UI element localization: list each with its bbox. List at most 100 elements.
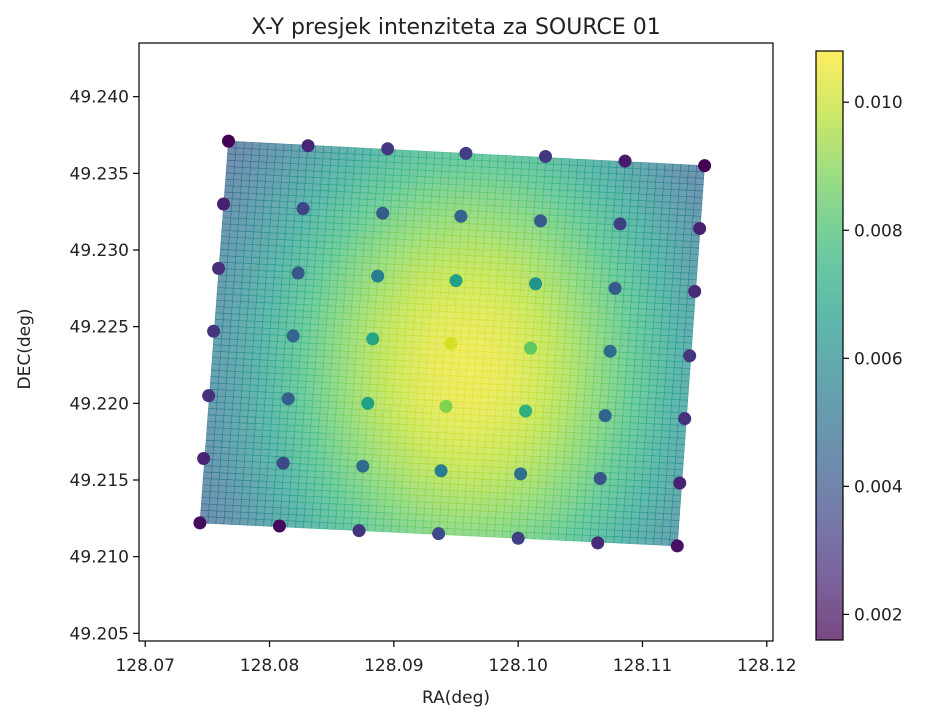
surface-cell — [398, 411, 409, 419]
surface-cell — [451, 458, 461, 466]
surface-cell — [419, 239, 429, 248]
surface-cell — [608, 275, 618, 283]
surface-cell — [629, 422, 639, 430]
surface-cell — [685, 202, 695, 210]
surface-cell — [376, 174, 386, 182]
surface-cell — [552, 488, 562, 497]
surface-cell — [337, 490, 347, 499]
surface-cell — [541, 424, 551, 432]
surface-cell — [388, 225, 398, 234]
surface-cell — [333, 324, 343, 333]
surface-cell — [410, 360, 420, 369]
surface-cell — [417, 156, 427, 165]
surface-cell — [645, 308, 655, 317]
surface-cell — [514, 359, 524, 367]
surface-cell — [418, 475, 428, 484]
surface-cell — [414, 309, 424, 318]
surface-cell — [403, 455, 413, 464]
surface-cell — [274, 366, 284, 375]
surface-cell — [391, 512, 401, 521]
surface-cell — [659, 449, 669, 457]
surface-cell — [616, 275, 626, 283]
surface-cell — [561, 259, 571, 268]
surface-cell — [497, 154, 507, 163]
surface-cell — [416, 284, 426, 292]
surface-cell — [593, 484, 603, 492]
surface-cell — [497, 486, 507, 494]
surface-cell — [409, 488, 419, 496]
surface-cell — [291, 144, 301, 152]
surface-cell — [227, 147, 237, 155]
surface-cell — [415, 182, 425, 190]
surface-cell — [515, 448, 525, 457]
surface-cell — [353, 485, 363, 493]
surface-cell — [342, 414, 352, 423]
surface-cell — [518, 200, 528, 208]
surface-cell — [434, 368, 444, 376]
surface-cell — [614, 192, 624, 200]
surface-cell — [601, 484, 611, 493]
surface-cell — [373, 428, 383, 437]
surface-cell — [693, 202, 703, 211]
surface-cell — [425, 157, 435, 165]
surface-cell — [564, 432, 575, 440]
surface-cell — [345, 485, 355, 493]
surface-cell — [597, 319, 607, 327]
surface-cell — [591, 395, 601, 403]
surface-cell — [548, 322, 559, 331]
surface-cell — [672, 380, 682, 388]
surface-cell — [643, 340, 653, 348]
surface-cell — [385, 155, 396, 163]
surface-cell — [367, 192, 377, 201]
surface-cell — [216, 504, 226, 512]
surface-cell — [489, 154, 499, 162]
surface-cell — [399, 194, 409, 202]
surface-cell — [246, 416, 257, 424]
surface-cell — [225, 377, 236, 385]
surface-cell — [416, 169, 426, 178]
surface-cell — [664, 494, 674, 502]
surface-cell — [585, 363, 596, 371]
surface-cell — [617, 262, 627, 271]
surface-cell — [647, 277, 658, 285]
surface-cell — [363, 249, 373, 258]
surface-cell — [365, 320, 375, 328]
surface-cell — [284, 450, 294, 458]
surface-cell — [447, 292, 457, 300]
data-point — [591, 536, 605, 550]
surface-cell — [537, 258, 547, 267]
surface-cell — [596, 217, 606, 225]
surface-cell — [361, 268, 371, 277]
surface-cell — [607, 173, 617, 181]
surface-cell — [516, 327, 526, 336]
surface-cell — [416, 278, 426, 286]
surface-cell — [463, 509, 473, 518]
surface-cell — [477, 434, 487, 442]
surface-cell — [420, 335, 430, 344]
surface-cell — [283, 245, 293, 254]
surface-cell — [593, 261, 603, 269]
surface-cell — [618, 237, 629, 245]
surface-cell — [278, 315, 288, 324]
surface-cell — [586, 356, 596, 365]
surface-cell — [416, 392, 426, 401]
surface-cell — [343, 293, 353, 301]
surface-cell — [327, 190, 337, 199]
surface-cell — [225, 172, 235, 181]
surface-cell — [566, 527, 576, 535]
surface-cell — [591, 178, 601, 187]
surface-cell — [389, 429, 399, 438]
surface-cell — [527, 175, 537, 183]
surface-cell — [462, 414, 472, 422]
surface-cell — [653, 194, 663, 202]
surface-cell — [597, 420, 607, 429]
surface-cell — [667, 227, 677, 235]
surface-cell — [467, 452, 477, 461]
surface-cell — [374, 524, 384, 533]
surface-cell — [257, 378, 267, 387]
surface-cell — [501, 530, 511, 539]
surface-cell — [216, 497, 227, 506]
surface-cell — [353, 160, 363, 168]
surface-cell — [614, 408, 624, 417]
surface-cell — [655, 500, 665, 508]
